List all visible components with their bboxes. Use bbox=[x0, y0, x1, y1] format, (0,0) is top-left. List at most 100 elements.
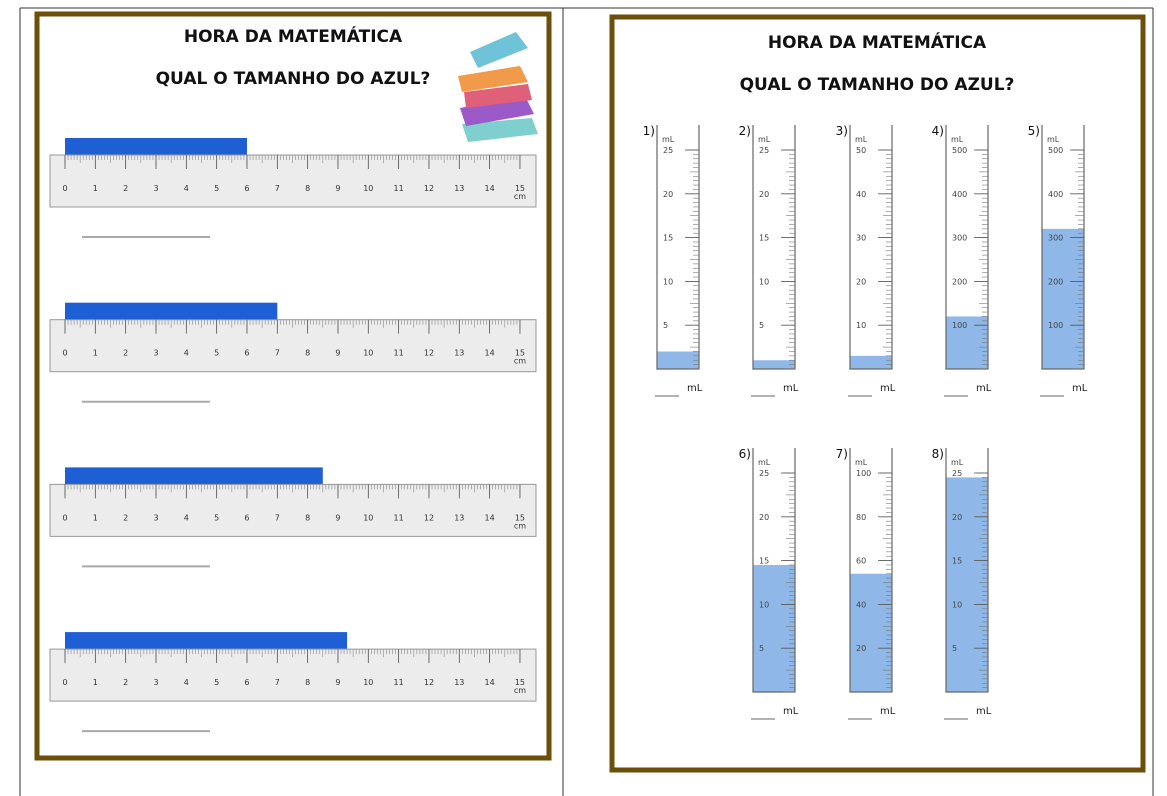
ruler-label: 3 bbox=[153, 184, 158, 193]
ruler-label: 13 bbox=[454, 349, 464, 358]
cylinder-tick-label: 15 bbox=[759, 557, 769, 566]
ruler-label: 12 bbox=[424, 184, 434, 193]
cylinder-tick-label: 100 bbox=[1048, 321, 1063, 330]
cylinder-tick-label: 10 bbox=[759, 277, 769, 286]
cylinder-tick-label: 40 bbox=[856, 190, 866, 199]
ruler-label: 7 bbox=[275, 349, 280, 358]
ruler-label: 3 bbox=[153, 678, 158, 687]
ruler bbox=[50, 484, 536, 536]
liquid bbox=[753, 565, 795, 692]
cylinder-tick-label: 100 bbox=[952, 321, 967, 330]
cylinder-tick-label: 80 bbox=[856, 513, 866, 522]
cylinder-tick-label: 10 bbox=[952, 600, 962, 609]
cylinder-tick-label: 30 bbox=[856, 234, 866, 243]
cylinder-tick-label: 20 bbox=[952, 513, 962, 522]
question-number: 1) bbox=[643, 124, 655, 138]
cylinder-unit: mL bbox=[951, 458, 964, 467]
cylinder-unit: mL bbox=[855, 135, 868, 144]
ruler-label: 7 bbox=[275, 184, 280, 193]
cylinder-tick-label: 200 bbox=[952, 277, 967, 286]
ruler-label: 0 bbox=[62, 513, 67, 522]
ruler-label: 8 bbox=[305, 349, 310, 358]
ruler-label: 13 bbox=[454, 184, 464, 193]
ruler-label: 13 bbox=[454, 678, 464, 687]
answer-unit: mL bbox=[880, 383, 896, 394]
ruler-label: 6 bbox=[244, 513, 249, 522]
cylinder-tick-label: 25 bbox=[952, 469, 962, 478]
ruler-label: 2 bbox=[123, 513, 128, 522]
ruler-label: 4 bbox=[184, 678, 189, 687]
ruler-label: 10 bbox=[363, 678, 373, 687]
cylinder-tick-label: 15 bbox=[952, 557, 962, 566]
answer-unit: mL bbox=[783, 383, 799, 394]
cylinder-tick-label: 300 bbox=[1048, 234, 1063, 243]
ruler-label: 4 bbox=[184, 513, 189, 522]
ruler-label: 12 bbox=[424, 349, 434, 358]
ruler-label: 5 bbox=[214, 349, 219, 358]
ruler-label: 6 bbox=[244, 678, 249, 687]
liquid bbox=[946, 477, 988, 692]
ruler-unit: cm bbox=[514, 357, 526, 366]
ruler-label: 6 bbox=[244, 184, 249, 193]
answer-unit: mL bbox=[976, 706, 992, 717]
question-number: 4) bbox=[932, 124, 944, 138]
ruler bbox=[50, 649, 536, 701]
cylinder-tick-label: 20 bbox=[856, 277, 866, 286]
cylinder-unit: mL bbox=[758, 135, 771, 144]
cylinder-tick-label: 15 bbox=[663, 234, 673, 243]
cylinder-tick-label: 20 bbox=[856, 644, 866, 653]
ruler-label: 10 bbox=[363, 513, 373, 522]
ruler-label: 6 bbox=[244, 349, 249, 358]
ruler-label: 8 bbox=[305, 678, 310, 687]
cylinder-tick-label: 5 bbox=[759, 644, 764, 653]
cylinder-tick-label: 300 bbox=[952, 234, 967, 243]
length-bar bbox=[65, 138, 247, 155]
cylinder-tick-label: 50 bbox=[856, 146, 866, 155]
question-number: 3) bbox=[836, 124, 848, 138]
ruler bbox=[50, 155, 536, 207]
cylinder-unit: mL bbox=[951, 135, 964, 144]
liquid bbox=[657, 351, 699, 369]
length-bar bbox=[65, 467, 323, 484]
liquid bbox=[1042, 229, 1084, 369]
ruler-label: 12 bbox=[424, 513, 434, 522]
ruler-unit: cm bbox=[514, 521, 526, 530]
left-subtitle: QUAL O TAMANHO DO AZUL? bbox=[156, 69, 431, 89]
cylinder-unit: mL bbox=[758, 458, 771, 467]
cylinder-tick-label: 15 bbox=[759, 234, 769, 243]
ruler-label: 11 bbox=[394, 678, 404, 687]
cylinder-tick-label: 25 bbox=[663, 146, 673, 155]
ruler-label: 14 bbox=[485, 184, 495, 193]
ruler-label: 4 bbox=[184, 184, 189, 193]
cylinder-tick-label: 60 bbox=[856, 557, 866, 566]
ruler-label: 14 bbox=[485, 349, 495, 358]
cylinder-tick-label: 10 bbox=[663, 277, 673, 286]
ruler-label: 8 bbox=[305, 184, 310, 193]
question-number: 6) bbox=[739, 447, 751, 461]
cylinder-tick-label: 25 bbox=[759, 146, 769, 155]
ruler-label: 2 bbox=[123, 678, 128, 687]
right-title: HORA DA MATEMÁTICA bbox=[768, 31, 987, 53]
ruler-label: 5 bbox=[214, 184, 219, 193]
ruler-label: 1 bbox=[93, 678, 98, 687]
cylinder-tick-label: 20 bbox=[759, 513, 769, 522]
ruler-label: 3 bbox=[153, 513, 158, 522]
ruler-label: 11 bbox=[394, 349, 404, 358]
liquid bbox=[850, 574, 892, 692]
left-title: HORA DA MATEMÁTICA bbox=[184, 25, 403, 47]
cylinder-tick-label: 100 bbox=[856, 469, 871, 478]
answer-unit: mL bbox=[783, 706, 799, 717]
cylinder-tick-label: 400 bbox=[1048, 190, 1063, 199]
ruler-unit: cm bbox=[514, 686, 526, 695]
ruler-label: 9 bbox=[335, 513, 340, 522]
cylinder-tick-label: 20 bbox=[759, 190, 769, 199]
length-bar bbox=[65, 303, 277, 320]
answer-unit: mL bbox=[687, 383, 703, 394]
ruler-label: 0 bbox=[62, 184, 67, 193]
cylinder-tick-label: 10 bbox=[856, 321, 866, 330]
ruler-label: 14 bbox=[485, 513, 495, 522]
cylinder-tick-label: 25 bbox=[759, 469, 769, 478]
cylinder-tick-label: 500 bbox=[1048, 146, 1063, 155]
ruler-label: 11 bbox=[394, 184, 404, 193]
ruler-label: 12 bbox=[424, 678, 434, 687]
